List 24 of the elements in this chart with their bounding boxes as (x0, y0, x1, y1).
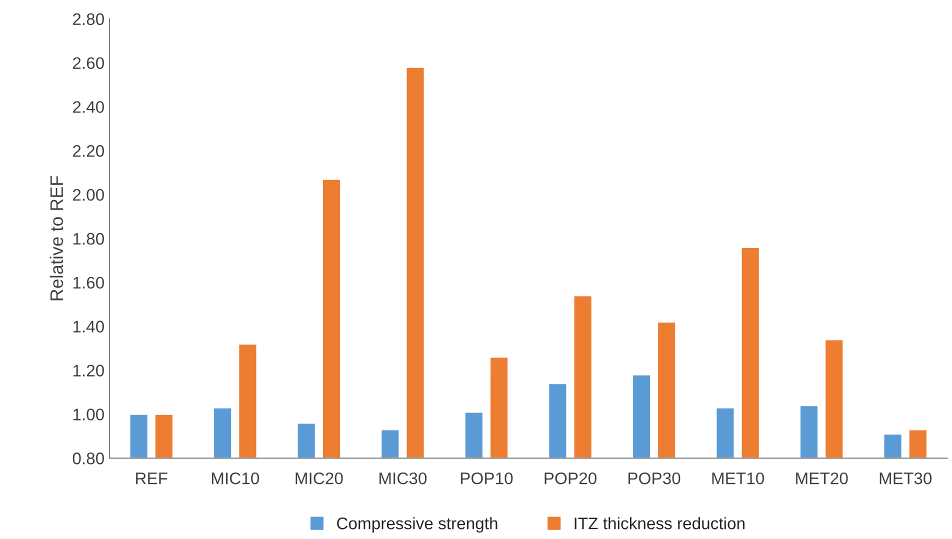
x-tick-label: MIC20 (296, 472, 343, 484)
y-tick-label: 1.40 (73, 320, 104, 333)
legend-label: ITZ thickness reduction (574, 517, 744, 530)
y-tick-label: 2.20 (73, 145, 104, 157)
x-tick-label: REF (136, 472, 168, 484)
x-tick-label: POP10 (460, 472, 513, 484)
y-tick-label: 0.80 (72, 452, 104, 464)
y-tick-label: 1.00 (73, 408, 104, 420)
y-tick-label: 2.60 (73, 57, 104, 69)
x-tick-label: MET30 (880, 472, 932, 484)
x-tick-label: POP20 (544, 472, 596, 484)
x-tick-label: MET10 (712, 472, 764, 484)
y-tick-label: 2.40 (73, 101, 104, 113)
y-tick-label: 2.00 (73, 188, 104, 201)
x-tick-label: MIC10 (212, 472, 260, 484)
y-axis-title: Relative to REF (50, 176, 64, 300)
x-tick-label: MIC30 (380, 472, 427, 484)
y-tick-label: 1.60 (73, 276, 104, 289)
y-tick-label: 2.80 (73, 13, 104, 26)
y-tick-label: 1.20 (73, 364, 104, 376)
y-tick-label: 1.80 (73, 232, 104, 245)
x-tick-label: MET20 (796, 472, 848, 484)
legend-label: Compressive strength (337, 517, 498, 533)
x-tick-label: POP30 (628, 472, 680, 484)
